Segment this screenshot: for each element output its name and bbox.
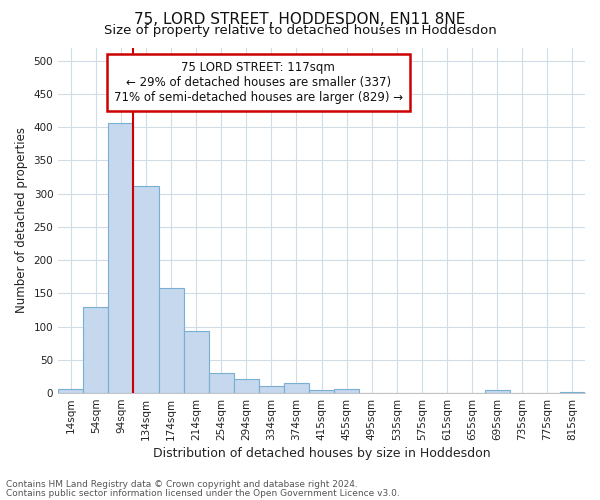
Bar <box>259 386 284 393</box>
Bar <box>309 390 334 393</box>
Text: Contains public sector information licensed under the Open Government Licence v3: Contains public sector information licen… <box>6 488 400 498</box>
Bar <box>284 383 309 393</box>
Text: Contains HM Land Registry data © Crown copyright and database right 2024.: Contains HM Land Registry data © Crown c… <box>6 480 358 489</box>
X-axis label: Distribution of detached houses by size in Hoddesdon: Distribution of detached houses by size … <box>153 447 490 460</box>
Bar <box>209 373 234 393</box>
Bar <box>184 332 209 393</box>
Bar <box>109 122 133 393</box>
Bar <box>334 389 359 393</box>
Bar <box>133 186 158 393</box>
Text: 75 LORD STREET: 117sqm
← 29% of detached houses are smaller (337)
71% of semi-de: 75 LORD STREET: 117sqm ← 29% of detached… <box>114 62 403 104</box>
Bar <box>58 389 83 393</box>
Bar <box>560 392 585 393</box>
Bar <box>83 306 109 393</box>
Y-axis label: Number of detached properties: Number of detached properties <box>15 128 28 314</box>
Text: 75, LORD STREET, HODDESDON, EN11 8NE: 75, LORD STREET, HODDESDON, EN11 8NE <box>134 12 466 28</box>
Bar <box>234 379 259 393</box>
Text: Size of property relative to detached houses in Hoddesdon: Size of property relative to detached ho… <box>104 24 496 37</box>
Bar <box>158 288 184 393</box>
Bar <box>485 390 510 393</box>
